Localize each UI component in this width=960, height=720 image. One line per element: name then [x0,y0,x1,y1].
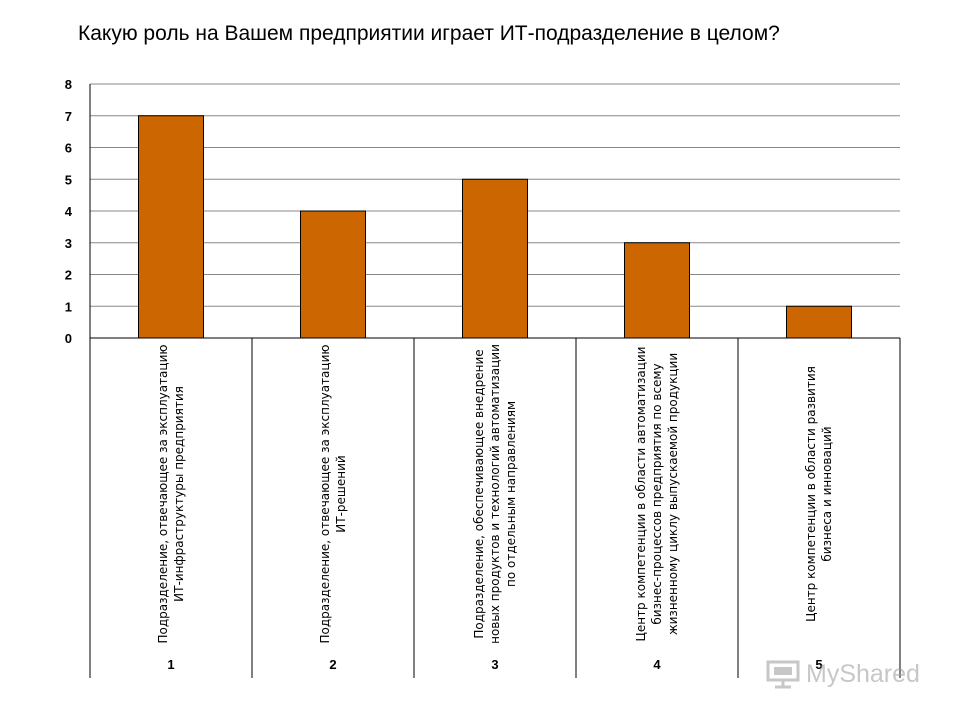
category-description: Центр компетенции в области развития биз… [804,366,834,622]
category-number: 4 [653,657,661,672]
y-tick-label: 1 [65,299,72,314]
bar-3 [462,178,528,339]
category-numbers: 1 2 3 4 5 [167,657,822,672]
category-description: Подразделение, отвечающее за эксплуатаци… [156,344,186,644]
watermark-text: MyShared [806,659,920,688]
bar-4 [624,242,690,339]
y-tick-label: 6 [65,141,72,156]
bar-2 [300,210,366,339]
y-axis-ticks: 0 1 2 3 4 5 6 7 8 [65,77,73,346]
category-number: 5 [815,657,822,672]
category-number: 1 [167,657,174,672]
y-tick-label: 8 [65,77,72,92]
bar-1 [138,115,204,339]
category-number: 3 [491,657,498,672]
y-tick-label: 7 [65,109,72,124]
bars [138,115,852,339]
category-number: 2 [329,657,336,672]
y-tick-label: 2 [65,268,72,283]
y-tick-label: 4 [65,204,73,219]
y-tick-label: 0 [65,331,72,346]
category-description: Центр компетенции в области автоматизаци… [634,346,680,642]
y-tick-label: 3 [65,236,72,251]
bar-5 [786,305,852,339]
presentation-screen-icon [766,660,800,689]
chart-title: Какую роль на Вашем предприятии играет И… [78,22,780,45]
watermark: MyShared [766,654,920,694]
category-description: Подразделение, обеспечивающее внедрение … [472,344,518,644]
category-description: Подразделение, отвечающее за эксплуатаци… [318,344,348,644]
y-tick-label: 5 [65,172,72,187]
